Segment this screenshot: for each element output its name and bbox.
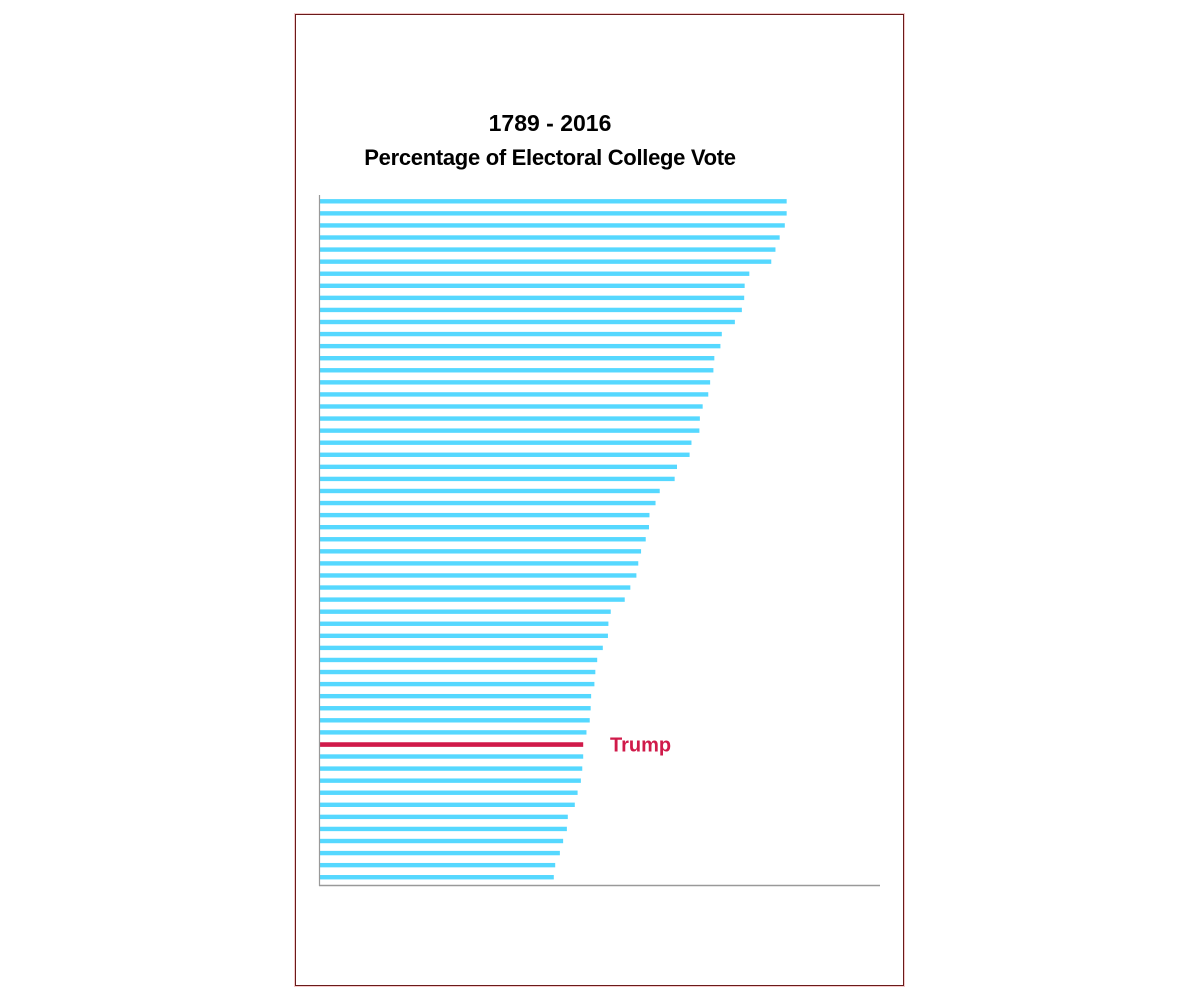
bar bbox=[320, 319, 735, 325]
bar bbox=[320, 778, 581, 783]
chart-title: 1789 - 2016 bbox=[488, 110, 612, 136]
bar bbox=[320, 862, 556, 868]
bar bbox=[320, 524, 649, 530]
bar bbox=[320, 766, 583, 771]
bar bbox=[320, 500, 656, 506]
bar bbox=[320, 657, 598, 663]
bar bbox=[320, 790, 578, 795]
bar bbox=[320, 464, 677, 470]
bar bbox=[320, 416, 700, 421]
bar bbox=[320, 645, 603, 651]
bar bbox=[320, 307, 742, 313]
bar bbox=[320, 271, 750, 276]
bar bbox=[320, 814, 568, 820]
bar-highlight bbox=[320, 742, 584, 747]
bar bbox=[320, 247, 776, 252]
bar bbox=[320, 331, 722, 337]
bar bbox=[320, 802, 575, 807]
bar bbox=[320, 392, 709, 397]
bar bbox=[320, 706, 591, 711]
bar bbox=[320, 380, 711, 385]
chart-frame bbox=[295, 14, 904, 986]
bar bbox=[320, 754, 584, 759]
bar bbox=[320, 512, 650, 518]
bar bbox=[320, 585, 631, 590]
bar bbox=[320, 476, 675, 482]
bar bbox=[320, 681, 595, 687]
bar bbox=[320, 826, 567, 832]
bar bbox=[320, 875, 554, 880]
bar bbox=[320, 283, 745, 288]
bar bbox=[320, 537, 646, 542]
bar bbox=[320, 235, 780, 240]
bar bbox=[320, 452, 690, 457]
bar bbox=[320, 223, 785, 228]
bar bbox=[320, 440, 692, 445]
chart-subtitle: Percentage of Electoral College Vote bbox=[364, 145, 736, 170]
bar bbox=[320, 609, 611, 614]
bar bbox=[320, 561, 639, 566]
bar bbox=[320, 488, 660, 494]
bar bbox=[320, 295, 745, 301]
bar bbox=[320, 356, 715, 361]
bar bbox=[320, 718, 590, 723]
bar bbox=[320, 199, 787, 204]
bar bbox=[320, 838, 564, 844]
bar bbox=[320, 850, 560, 856]
bar bbox=[320, 259, 772, 264]
bar bbox=[320, 633, 608, 639]
bar bbox=[320, 549, 642, 554]
bar bbox=[320, 428, 700, 433]
bar bbox=[320, 343, 721, 349]
bar bbox=[320, 368, 714, 373]
highlight-label: Trump bbox=[610, 734, 671, 756]
bar bbox=[320, 621, 609, 626]
bar bbox=[320, 693, 592, 699]
bar bbox=[320, 573, 637, 578]
bar bbox=[320, 211, 787, 216]
bar bbox=[320, 597, 625, 602]
bar bbox=[320, 669, 596, 675]
bar bbox=[320, 404, 703, 409]
bar bbox=[320, 730, 587, 735]
